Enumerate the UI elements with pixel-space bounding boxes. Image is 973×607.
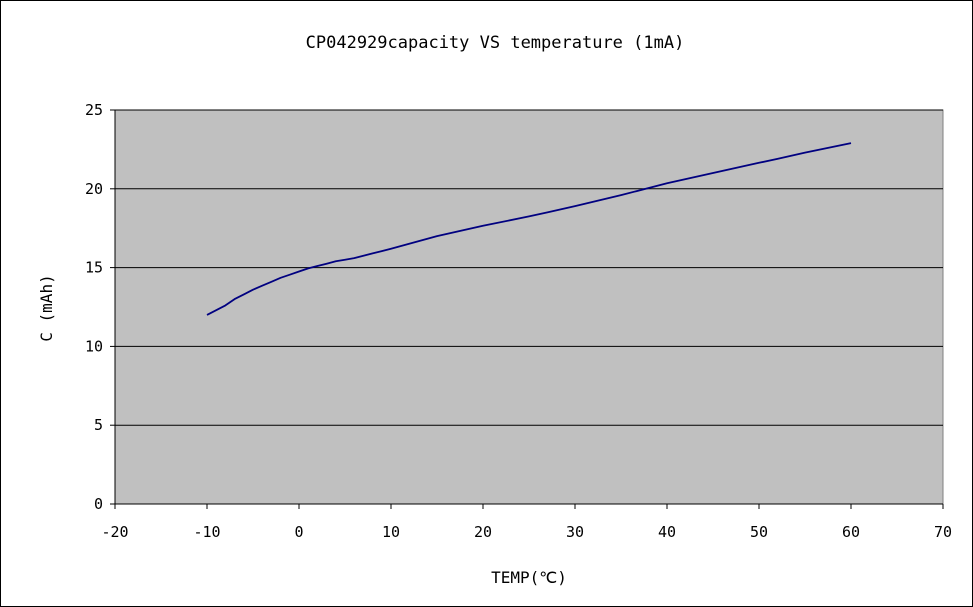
x-tick-label: 10 — [382, 523, 400, 541]
x-tick-label: 50 — [750, 523, 768, 541]
y-tick-label: 10 — [85, 337, 103, 355]
x-tick-label: -20 — [101, 523, 128, 541]
y-tick-label: 20 — [85, 180, 103, 198]
y-axis-label: C (mAh) — [37, 274, 56, 341]
x-tick-label: -10 — [193, 523, 220, 541]
plot-area — [114, 109, 944, 505]
series-line — [206, 142, 852, 316]
y-tick-label: 0 — [94, 495, 103, 513]
y-tick-label: 5 — [94, 416, 103, 434]
series-group — [206, 142, 852, 316]
y-tick-label: 25 — [85, 101, 103, 119]
x-tick-label: 60 — [842, 523, 860, 541]
gridlines — [115, 109, 943, 426]
chart-title: CP042929capacity VS temperature (1mA) — [306, 33, 685, 53]
x-tick-label: 30 — [566, 523, 584, 541]
y-tick-label: 15 — [85, 259, 103, 277]
y-axis-ticks: 0 5 10 15 20 25 — [85, 101, 115, 513]
axes — [114, 110, 943, 505]
x-axis-label: TEMP(℃) — [491, 568, 567, 587]
x-tick-label: 40 — [658, 523, 676, 541]
x-tick-label: 20 — [474, 523, 492, 541]
x-tick-label: 70 — [934, 523, 952, 541]
x-axis-ticks: -20 -10 0 10 20 30 40 50 60 70 — [101, 504, 952, 541]
x-tick-label: 0 — [294, 523, 303, 541]
